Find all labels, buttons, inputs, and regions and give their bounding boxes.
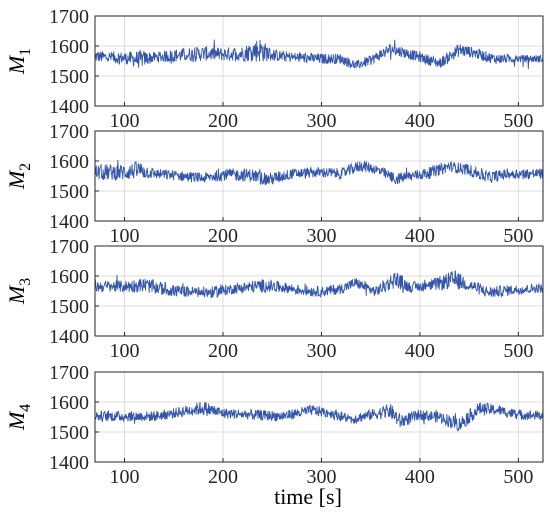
y-tick-label: 1500 [49,66,89,88]
x-tick-label: 400 [405,225,435,247]
y-axis-label-main: M [4,169,29,190]
y-axis-label: M4 [4,404,34,431]
x-tick-label: 100 [110,340,140,362]
y-tick-label: 1600 [49,36,89,58]
axes-box [94,130,544,222]
x-tick-label: 200 [208,225,238,247]
x-tick-label: 100 [110,110,140,132]
y-tick-label: 1700 [49,236,89,258]
x-tick-label: 300 [306,340,336,362]
y-axis-label-main: M [4,410,29,431]
y-axis-label-sub: 1 [17,48,34,56]
y-axis-label-sub: 2 [17,163,34,171]
x-tick-label: 400 [405,466,435,488]
x-axis-label: time [s] [274,484,342,509]
y-axis-label: M3 [4,278,34,305]
series-4-signal [94,402,544,432]
panel-4: 100 200 300 400 500 1400 1500 1600 1700 M4 [4,362,544,488]
axes-box [94,15,544,107]
x-tick-label: 100 [110,225,140,247]
y-tick-label: 1600 [49,151,89,173]
y-tick-label: 1400 [49,211,89,233]
y-axis-label-sub: 4 [17,404,34,412]
y-tick-label: 1500 [49,181,89,203]
x-tick-label: 300 [306,225,336,247]
y-tick-label: 1400 [49,326,89,348]
y-tick-label: 1700 [49,6,89,28]
y-tick-label: 1400 [49,452,89,474]
panel-1: 100 200 300 400 500 1400 1500 1600 1700 M1 [4,6,544,132]
axes-box [94,371,544,463]
y-axis-label-main: M [4,284,29,305]
y-axis-label: M1 [4,48,34,75]
y-tick-label: 1500 [49,296,89,318]
series-2-signal [94,159,544,186]
y-tick-label: 1700 [49,362,89,384]
y-tick-label: 1600 [49,392,89,414]
x-tick-label: 300 [306,466,336,488]
x-tick-label: 500 [503,225,533,247]
axes-box [94,245,544,337]
x-tick-label: 200 [208,110,238,132]
y-axis-label: M2 [4,163,34,190]
y-axis-label-main: M [4,54,29,75]
x-tick-label: 400 [405,340,435,362]
x-tick-label: 200 [208,466,238,488]
x-tick-label: 100 [110,466,140,488]
panel-3: 100 200 300 400 500 1400 1500 1600 1700 M3 [4,236,544,362]
y-tick-label: 1700 [49,121,89,143]
x-tick-label: 500 [503,340,533,362]
series-1-signal [94,39,544,70]
x-tick-label: 400 [405,110,435,132]
x-tick-label: 500 [503,110,533,132]
x-tick-label: 200 [208,340,238,362]
x-tick-label: 300 [306,110,336,132]
series-3-signal [94,270,544,299]
y-tick-label: 1400 [49,96,89,118]
x-tick-label: 500 [503,466,533,488]
y-axis-label-sub: 3 [17,278,34,286]
panel-2: 100 200 300 400 500 1400 1500 1600 1700 M2 [4,121,544,247]
y-tick-label: 1500 [49,422,89,444]
y-tick-label: 1600 [49,266,89,288]
